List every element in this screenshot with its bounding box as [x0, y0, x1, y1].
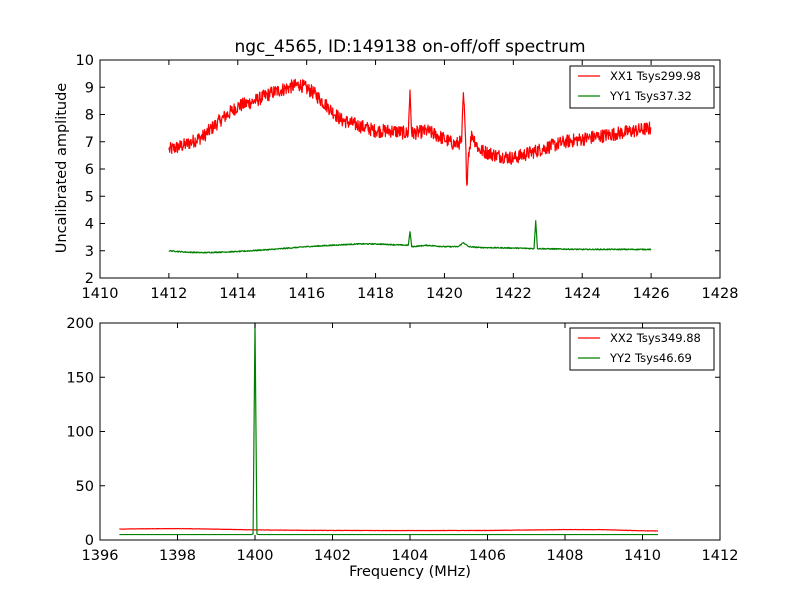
bottom-tick-group: 1396 1398 1400 1402 1404 1406 1408 1410 1412 0 50 1…	[66, 316, 738, 564]
top-legend-label-yy1: YY1 Tsys37.32	[609, 89, 692, 103]
top-x-tick-label: 1412	[150, 286, 187, 302]
top-y-tick-label: 3	[85, 244, 94, 260]
bottom-x-tick-label: 1410	[624, 548, 661, 564]
bottom-legend-box	[569, 327, 715, 371]
bottom-y-tick-label: 50	[76, 479, 94, 495]
bottom-panel: Frequency (MHz) 1396 1398 1400 1402 1404 1406…	[66, 316, 738, 580]
top-x-tick-label: 1422	[495, 286, 532, 302]
top-y-tick-label: 5	[85, 189, 94, 205]
bottom-x-tick-label: 1398	[159, 548, 196, 564]
bottom-legend-label-yy2: YY2 Tsys46.69	[609, 351, 692, 365]
top-series-line-yy1	[168, 220, 652, 254]
bottom-series-line-yy2	[119, 322, 659, 536]
bottom-x-axis-label: Frequency (MHz)	[349, 564, 471, 580]
top-y-tick-label: 2	[85, 271, 94, 287]
bottom-y-tick-label: 100	[66, 425, 94, 441]
top-series-line-xx1	[168, 78, 652, 186]
top-legend: XX1 Tsys299.98 YY1 Tsys37.32	[569, 65, 715, 109]
top-x-tick-label: 1410	[82, 286, 119, 302]
bottom-x-tick-label: 1404	[392, 548, 429, 564]
bottom-series-line-xx2	[119, 527, 659, 532]
top-x-tick-label: 1418	[357, 286, 394, 302]
bottom-legend-label-xx2: XX2 Tsys349.88	[610, 331, 701, 345]
top-legend-label-xx1: XX1 Tsys299.98	[610, 69, 701, 83]
top-chart-title: ngc_4565, ID:149138 on-off/off spectrum	[234, 37, 585, 57]
top-tick-group: 1410 1412 1414 1416 1418 1420 1422 1424 1426 1428…	[76, 53, 739, 302]
bottom-x-tick-label: 1412	[702, 548, 739, 564]
top-x-tick-label: 1426	[633, 286, 670, 302]
bottom-series-group	[119, 322, 659, 536]
bottom-y-tick-label: 0	[85, 533, 94, 549]
top-x-tick-label: 1414	[219, 286, 256, 302]
top-x-tick-label: 1424	[564, 286, 601, 302]
top-y-axis-label: Uncalibrated amplitude	[54, 83, 70, 254]
bottom-plot-frame	[99, 322, 721, 541]
top-y-tick-label: 4	[85, 217, 94, 233]
bottom-y-tick-label: 200	[66, 316, 94, 332]
bottom-x-tick-label: 1396	[82, 548, 119, 564]
bottom-y-tick-label: 150	[66, 370, 94, 386]
bottom-legend: XX2 Tsys349.88 YY2 Tsys46.69	[569, 327, 715, 371]
top-y-tick-label: 10	[76, 53, 94, 69]
bottom-x-tick-label: 1408	[547, 548, 584, 564]
top-panel: ngc_4565, ID:149138 on-off/off spectrum …	[54, 37, 738, 302]
bottom-x-tick-label: 1406	[469, 548, 506, 564]
top-x-tick-label: 1428	[702, 286, 739, 302]
top-series-group	[168, 78, 652, 254]
top-plot-frame	[99, 59, 721, 279]
bottom-x-tick-label: 1402	[314, 548, 351, 564]
top-x-tick-label: 1420	[426, 286, 463, 302]
top-y-tick-label: 6	[85, 162, 94, 178]
top-y-tick-label: 7	[85, 135, 94, 151]
bottom-x-tick-label: 1400	[237, 548, 274, 564]
top-x-tick-label: 1416	[288, 286, 325, 302]
top-legend-box	[569, 65, 715, 109]
top-y-tick-label: 9	[85, 80, 94, 96]
top-y-tick-label: 8	[85, 108, 94, 124]
